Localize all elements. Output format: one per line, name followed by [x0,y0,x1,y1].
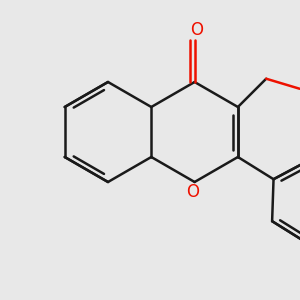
Text: O: O [190,21,203,39]
Text: O: O [186,183,199,201]
